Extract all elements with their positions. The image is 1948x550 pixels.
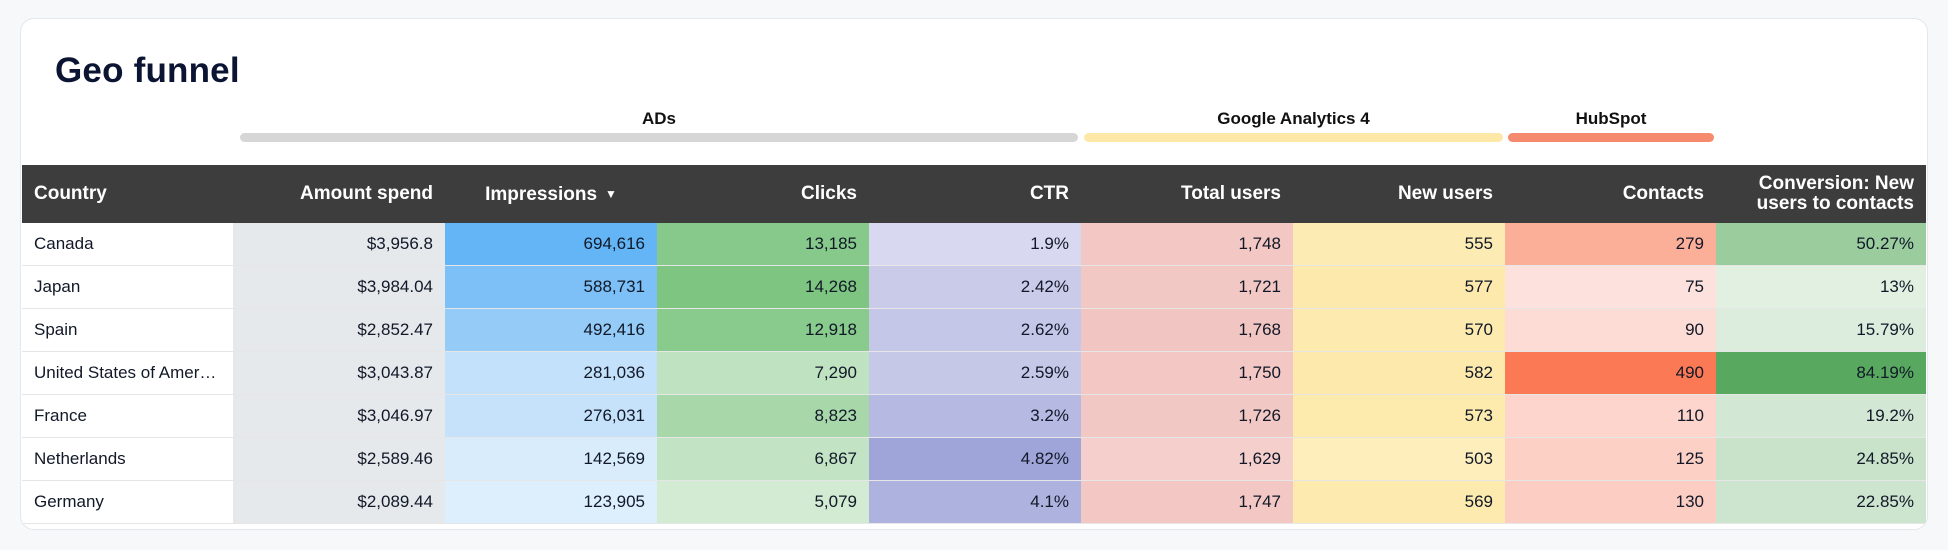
table-row: Japan $3,984.04 588,731 14,268 2.42% 1,7…	[22, 265, 1926, 309]
cell-new-users: 573	[1293, 394, 1505, 438]
cell-amount-spend: $3,046.97	[233, 394, 445, 438]
column-header-new-users[interactable]: New users	[1293, 165, 1505, 223]
group-ads-label: ADs	[641, 109, 676, 128]
column-header-contacts[interactable]: Contacts	[1505, 165, 1716, 223]
column-header-conversion[interactable]: Conversion: New users to contacts	[1716, 165, 1926, 223]
cell-ctr: 2.59%	[869, 351, 1081, 395]
cell-country: Canada	[22, 223, 233, 266]
cell-new-users: 569	[1293, 480, 1505, 524]
cell-conversion: 13%	[1716, 265, 1926, 309]
cell-impressions: 142,569	[445, 437, 657, 481]
group-ads-bar	[240, 133, 1078, 142]
cell-contacts: 75	[1505, 265, 1716, 309]
group-hubspot-bar	[1508, 133, 1714, 142]
cell-ctr: 3.2%	[869, 394, 1081, 438]
cell-ctr: 2.62%	[869, 308, 1081, 352]
cell-conversion: 24.85%	[1716, 437, 1926, 481]
cell-contacts: 110	[1505, 394, 1716, 438]
group-ga4-bar	[1084, 133, 1503, 142]
cell-clicks: 14,268	[657, 265, 869, 309]
cell-amount-spend: $3,984.04	[233, 265, 445, 309]
cell-conversion: 22.85%	[1716, 480, 1926, 524]
cell-new-users: 570	[1293, 308, 1505, 352]
column-header-ctr[interactable]: CTR	[869, 165, 1081, 223]
cell-new-users: 503	[1293, 437, 1505, 481]
cell-country: Spain	[22, 308, 233, 352]
column-header-country[interactable]: Country	[22, 165, 233, 223]
cell-country: Netherlands	[22, 437, 233, 481]
cell-clicks: 6,867	[657, 437, 869, 481]
cell-impressions: 123,905	[445, 480, 657, 524]
cell-amount-spend: $3,956.8	[233, 223, 445, 266]
cell-amount-spend: $2,852.47	[233, 308, 445, 352]
cell-amount-spend: $3,043.87	[233, 351, 445, 395]
cell-impressions: 276,031	[445, 394, 657, 438]
group-ga4-label: Google Analytics 4	[1217, 109, 1370, 128]
cell-contacts: 279	[1505, 223, 1716, 266]
geo-funnel-card: Geo funnel ADs Google Analytics 4 HubSpo…	[20, 18, 1928, 530]
cell-contacts: 130	[1505, 480, 1716, 524]
cell-conversion: 15.79%	[1716, 308, 1926, 352]
column-header-impressions[interactable]: Impressions ▼	[445, 165, 657, 223]
table-row: United States of Amer… $3,043.87 281,036…	[22, 351, 1926, 395]
cell-total-users: 1,768	[1081, 308, 1293, 352]
cell-ctr: 4.82%	[869, 437, 1081, 481]
cell-conversion: 50.27%	[1716, 223, 1926, 266]
table-row: Canada $3,956.8 694,616 13,185 1.9% 1,74…	[22, 223, 1926, 266]
cell-total-users: 1,726	[1081, 394, 1293, 438]
cell-country: Germany	[22, 480, 233, 524]
cell-clicks: 7,290	[657, 351, 869, 395]
table-row: Spain $2,852.47 492,416 12,918 2.62% 1,7…	[22, 308, 1926, 352]
cell-new-users: 577	[1293, 265, 1505, 309]
column-header-amount-spend[interactable]: Amount spend	[233, 165, 445, 223]
geo-funnel-table: Country Amount spend Impressions ▼ Clicks…	[22, 165, 1926, 524]
table-row: Germany $2,089.44 123,905 5,079 4.1% 1,7…	[22, 480, 1926, 524]
cell-amount-spend: $2,089.44	[233, 480, 445, 524]
cell-ctr: 4.1%	[869, 480, 1081, 524]
cell-country: France	[22, 394, 233, 438]
table-row: France $3,046.97 276,031 8,823 3.2% 1,72…	[22, 394, 1926, 438]
cell-contacts: 90	[1505, 308, 1716, 352]
cell-contacts: 125	[1505, 437, 1716, 481]
table-header-row: Country Amount spend Impressions ▼ Clicks…	[22, 165, 1926, 223]
cell-impressions: 492,416	[445, 308, 657, 352]
cell-clicks: 8,823	[657, 394, 869, 438]
cell-ctr: 2.42%	[869, 265, 1081, 309]
cell-total-users: 1,748	[1081, 223, 1293, 266]
cell-total-users: 1,750	[1081, 351, 1293, 395]
cell-conversion: 19.2%	[1716, 394, 1926, 438]
group-ads: ADs	[240, 109, 1078, 143]
cell-new-users: 582	[1293, 351, 1505, 395]
page-title: Geo funnel	[55, 51, 240, 90]
table-row: Netherlands $2,589.46 142,569 6,867 4.82…	[22, 437, 1926, 481]
column-header-total-users[interactable]: Total users	[1081, 165, 1293, 223]
cell-impressions: 694,616	[445, 223, 657, 266]
cell-amount-spend: $2,589.46	[233, 437, 445, 481]
cell-country: Japan	[22, 265, 233, 309]
group-hubspot: HubSpot	[1508, 109, 1714, 143]
column-header-clicks[interactable]: Clicks	[657, 165, 869, 223]
cell-total-users: 1,629	[1081, 437, 1293, 481]
cell-clicks: 5,079	[657, 480, 869, 524]
cell-total-users: 1,747	[1081, 480, 1293, 524]
cell-ctr: 1.9%	[869, 223, 1081, 266]
group-hubspot-label: HubSpot	[1575, 109, 1647, 128]
cell-impressions: 588,731	[445, 265, 657, 309]
cell-impressions: 281,036	[445, 351, 657, 395]
cell-clicks: 12,918	[657, 308, 869, 352]
cell-total-users: 1,721	[1081, 265, 1293, 309]
cell-conversion: 84.19%	[1716, 351, 1926, 395]
cell-clicks: 13,185	[657, 223, 869, 266]
sort-descending-icon[interactable]: ▼	[605, 186, 617, 201]
group-ga4: Google Analytics 4	[1084, 109, 1503, 143]
cell-new-users: 555	[1293, 223, 1505, 266]
cell-contacts: 490	[1505, 351, 1716, 395]
cell-country: United States of Amer…	[22, 351, 233, 395]
